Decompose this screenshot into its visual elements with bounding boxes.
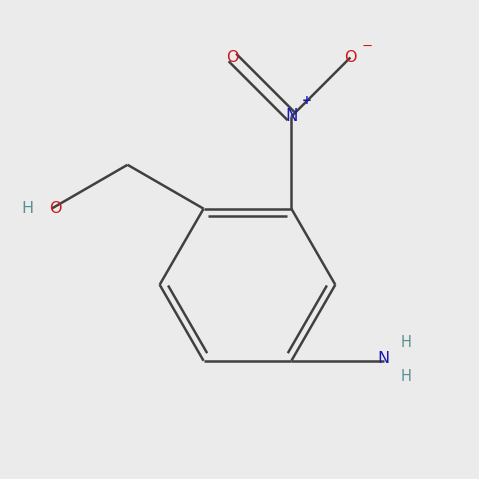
Text: H: H — [400, 369, 411, 384]
Text: +: + — [301, 94, 311, 107]
Text: O: O — [49, 201, 62, 216]
Text: H: H — [400, 335, 411, 350]
Text: O: O — [344, 50, 357, 65]
Text: O: O — [226, 50, 239, 65]
Text: N: N — [285, 107, 297, 125]
Text: −: − — [362, 40, 373, 53]
Text: H: H — [22, 201, 34, 216]
Text: N: N — [377, 351, 389, 365]
